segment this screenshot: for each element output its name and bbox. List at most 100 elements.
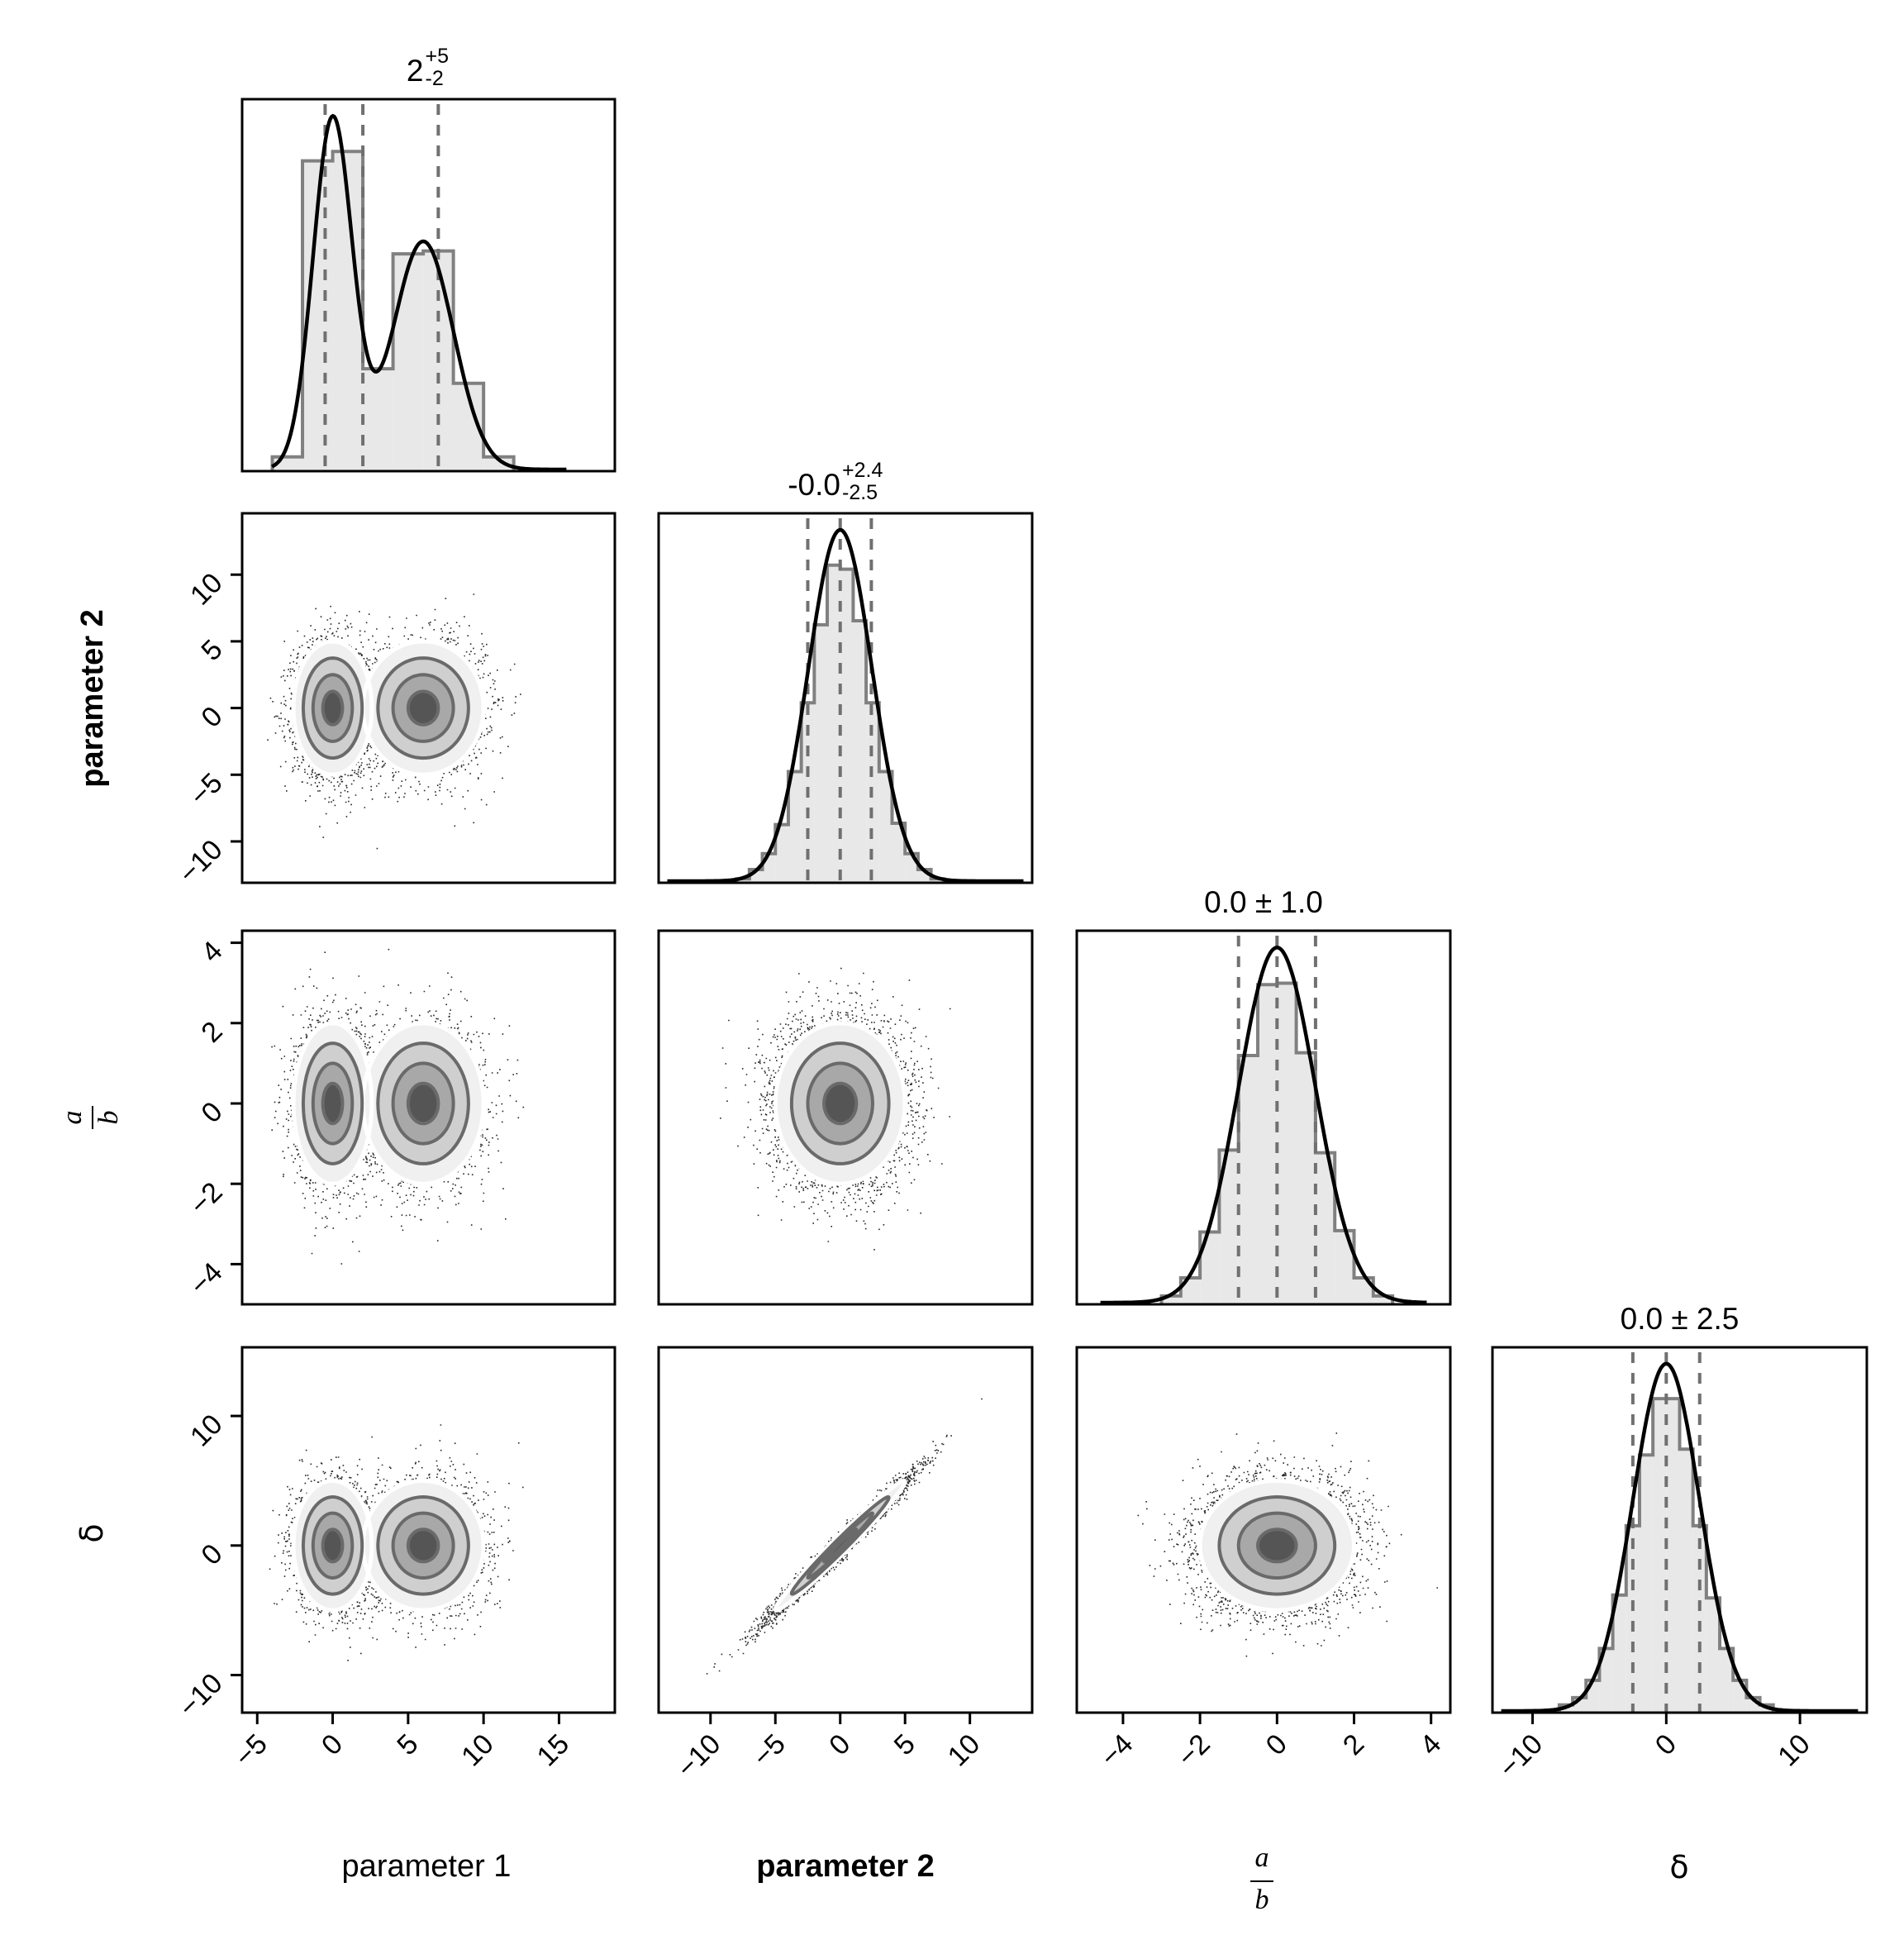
scatter-points xyxy=(269,1424,524,1661)
x-label-parameter-2: parameter 2 xyxy=(756,1849,934,1884)
contour-line xyxy=(321,1081,345,1126)
panel-title-lower-error: -2 xyxy=(426,67,444,90)
kde-curve xyxy=(667,527,1024,883)
x-axis-col-2: −10 −5 0 5 10 xyxy=(671,1713,986,1784)
panel-frame xyxy=(1491,1346,1868,1714)
panel-title: 0.0 ± 1.0 xyxy=(1204,885,1323,919)
contour-line xyxy=(291,639,374,777)
x-tick-label: −2 xyxy=(1171,1728,1216,1773)
panel-frame xyxy=(240,512,616,884)
x-tick-label: 2 xyxy=(1337,1728,1370,1761)
x-tick-label: 0 xyxy=(316,1728,349,1761)
density-region xyxy=(407,1083,439,1124)
contour-line xyxy=(301,1041,364,1165)
contour-line xyxy=(789,1041,891,1165)
hist-bar xyxy=(483,456,514,471)
contour-line xyxy=(391,1061,455,1146)
density-region xyxy=(322,691,343,725)
hist-bar xyxy=(1720,1648,1734,1713)
x-tick-label: 10 xyxy=(455,1728,500,1773)
diagonal-panel-4: 0.0 ± 2.5 xyxy=(1491,1302,1868,1714)
contour-line xyxy=(406,1527,440,1564)
y-tick-label: 10 xyxy=(184,567,229,612)
y-axis-row-2: −10 −5 0 5 10 xyxy=(173,567,242,889)
density-region xyxy=(322,1083,343,1124)
panel-title: -0.0 +2.4-2.5 xyxy=(788,459,883,504)
contour-line xyxy=(773,1021,907,1186)
hist-bar xyxy=(1653,1399,1667,1713)
contour-line xyxy=(391,673,455,743)
panel-frame xyxy=(240,929,616,1306)
hist-bar xyxy=(814,624,828,883)
panel-title-lower-error: -2.5 xyxy=(842,481,878,504)
panel-frame xyxy=(657,929,1034,1306)
scatter-panel-r4-c2 xyxy=(657,1346,1034,1714)
contour-line xyxy=(301,1494,364,1596)
y-tick-label: −5 xyxy=(183,767,228,812)
contour-line xyxy=(1197,1478,1357,1613)
y-tick-label: 10 xyxy=(184,1408,229,1453)
y-tick-label: 5 xyxy=(195,634,228,667)
density-region xyxy=(322,1529,343,1562)
x-tick-label: −5 xyxy=(747,1728,792,1773)
panel-frame xyxy=(657,512,1034,884)
hist-bar xyxy=(363,369,393,471)
scatter-panel-r4-c1 xyxy=(240,1346,616,1714)
hist-bar xyxy=(840,569,854,883)
contour-line xyxy=(1255,1527,1298,1564)
contour-line xyxy=(311,1061,355,1146)
kde-curve xyxy=(1100,946,1427,1304)
hist-bar xyxy=(1373,1295,1393,1304)
panel-title-value: 2 xyxy=(407,54,424,88)
hist-bar xyxy=(1666,1399,1680,1713)
y-tick-label: 2 xyxy=(195,1016,228,1049)
x-tick-label: −4 xyxy=(1094,1728,1139,1773)
density-region xyxy=(824,1529,857,1562)
contour-line xyxy=(291,1021,374,1186)
contour-line xyxy=(1236,1511,1317,1580)
hist-bar xyxy=(1238,1055,1259,1304)
contour-line xyxy=(376,1041,470,1165)
y-label-a-over-b-denominator: b xyxy=(93,1111,124,1125)
x-tick-label: 0 xyxy=(1260,1728,1293,1761)
hist-bar xyxy=(775,824,788,883)
contour-line xyxy=(821,1527,859,1564)
y-label-a-over-b: a b xyxy=(57,1106,124,1129)
density-region xyxy=(824,1083,857,1124)
x-tick-label: 4 xyxy=(1414,1728,1447,1761)
contour-line xyxy=(376,656,470,760)
y-label-parameter-2: parameter 2 xyxy=(75,609,110,787)
density-region xyxy=(1258,1529,1297,1562)
hist-bar xyxy=(1639,1455,1654,1713)
contour-line xyxy=(822,1081,859,1126)
x-tick-label: −10 xyxy=(1493,1728,1549,1785)
contour-line xyxy=(406,1081,440,1126)
contour-line xyxy=(806,1511,875,1580)
x-label-a-over-b-denominator: b xyxy=(1255,1885,1269,1915)
x-label-a-over-b: a b xyxy=(1250,1842,1273,1915)
contour-line xyxy=(773,1478,907,1613)
x-tick-label: 5 xyxy=(391,1728,424,1761)
contour-line xyxy=(806,1061,875,1146)
contour-line xyxy=(311,673,355,743)
panel-frame xyxy=(240,1346,616,1714)
contour-line xyxy=(291,1478,374,1613)
diagonal-panel-3: 0.0 ± 1.0 xyxy=(1075,885,1452,1306)
x-axis-col-3: −4 −2 0 2 4 xyxy=(1094,1713,1447,1773)
hist-bar xyxy=(853,621,867,883)
hist-bar xyxy=(1161,1295,1181,1304)
scatter-points xyxy=(1137,1432,1438,1657)
hist-bar xyxy=(1354,1278,1373,1304)
x-tick-label: 0 xyxy=(823,1728,856,1761)
y-axis-row-4: −10 0 10 xyxy=(173,1408,242,1723)
panel-title: 2 +5-2 xyxy=(407,45,449,90)
contour-line xyxy=(311,1511,355,1580)
contour-line xyxy=(321,689,345,727)
x-label-parameter-1: parameter 1 xyxy=(342,1849,512,1884)
scatter-panel-r2-c1 xyxy=(240,512,616,884)
y-tick-label: −10 xyxy=(173,834,229,890)
hist-bar xyxy=(892,822,906,883)
panel-frame xyxy=(240,98,616,473)
panel-frame xyxy=(657,1346,1034,1714)
